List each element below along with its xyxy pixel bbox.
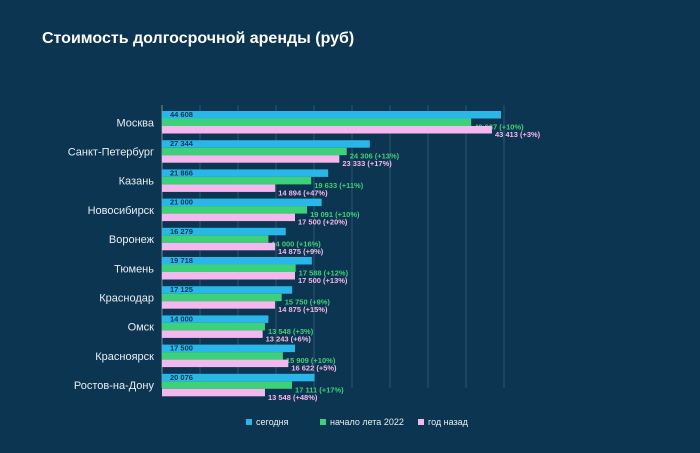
data-label: 17 500 <box>170 344 193 353</box>
data-label: 13 243 (+6%) <box>266 334 312 343</box>
bar <box>162 184 276 192</box>
data-label: 15 750 (+9%) <box>285 298 331 307</box>
data-label: 40 687 (+10%) <box>474 123 524 132</box>
data-label: 14 000 (+16%) <box>271 239 321 248</box>
bar <box>162 373 315 382</box>
bar <box>162 286 293 294</box>
data-label: 17 588 (+12%) <box>299 269 349 278</box>
data-label: 24 306 (+13%) <box>350 152 400 161</box>
bar <box>162 381 293 389</box>
data-label: 14 875 (+9%) <box>278 247 324 256</box>
data-label: 43 413 (+3%) <box>495 130 541 139</box>
data-label: 17 500 (+13%) <box>298 276 348 285</box>
bar <box>162 169 329 177</box>
category-label: Казань <box>119 176 155 188</box>
bar <box>162 227 286 236</box>
bar <box>162 359 289 368</box>
bar <box>162 322 265 331</box>
bar <box>162 352 283 360</box>
bar <box>162 140 370 148</box>
legend-swatch <box>246 419 252 425</box>
bar <box>162 176 312 185</box>
data-label: 19 091 (+10%) <box>310 210 360 219</box>
data-label: 19 633 (+11%) <box>314 181 363 190</box>
bar <box>162 242 276 251</box>
data-label: 16 279 <box>170 227 193 236</box>
data-label: 13 548 (+48%) <box>268 393 318 402</box>
chart-title: Стоимость долгосрочной аренды (руб) <box>42 30 355 47</box>
category-label: Омск <box>128 322 155 334</box>
category-label: Ростов-на-Дону <box>74 380 155 392</box>
category-label: Тюмень <box>114 263 154 275</box>
data-label: 14 894 (+47%) <box>278 188 328 197</box>
data-label: 17 125 <box>170 285 193 294</box>
data-label: 15 909 (+10%) <box>286 356 336 365</box>
bar <box>162 264 296 272</box>
legend-entry: год назад <box>428 417 469 427</box>
bar <box>162 126 492 134</box>
data-label: 21 000 <box>170 198 193 207</box>
bar <box>162 213 295 222</box>
bar <box>162 111 502 119</box>
bar <box>162 147 347 156</box>
category-label: Санкт-Петербург <box>68 146 154 158</box>
category-label: Воронеж <box>109 234 155 246</box>
data-label: 19 718 <box>170 256 193 265</box>
bar <box>162 272 295 280</box>
bar <box>162 315 269 323</box>
data-label: 16 622 (+5%) <box>291 364 337 373</box>
bar <box>162 388 265 397</box>
legend-entry: начало лета 2022 <box>330 417 404 427</box>
data-label: 17 111 (+17%) <box>295 385 344 394</box>
bar <box>162 206 308 214</box>
data-label: 21 866 <box>170 168 193 177</box>
category-label: Новосибирск <box>88 205 155 217</box>
data-label: 14 000 <box>170 314 193 323</box>
bar <box>162 330 263 338</box>
data-label: 14 875 (+15%) <box>278 305 328 314</box>
category-label: Москва <box>116 117 154 129</box>
bar <box>162 118 472 126</box>
bar <box>162 257 312 265</box>
legend-swatch <box>418 419 424 425</box>
data-label: 20 076 <box>170 373 193 382</box>
legend-entry: сегодня <box>256 417 289 427</box>
bar <box>162 155 340 163</box>
data-label: 44 608 <box>170 110 193 119</box>
bar <box>162 235 269 243</box>
data-label: 27 344 <box>170 139 194 148</box>
bar <box>162 198 322 207</box>
category-label: Краснодар <box>99 292 154 304</box>
legend-swatch <box>320 419 326 425</box>
bar <box>162 293 282 302</box>
data-label: 23 333 (+17%) <box>342 159 392 168</box>
data-label: 17 500 (+20%) <box>298 218 348 227</box>
bar <box>162 344 295 353</box>
data-label: 13 548 (+3%) <box>268 327 314 336</box>
category-label: Красноярск <box>95 351 154 363</box>
bar <box>162 301 276 309</box>
